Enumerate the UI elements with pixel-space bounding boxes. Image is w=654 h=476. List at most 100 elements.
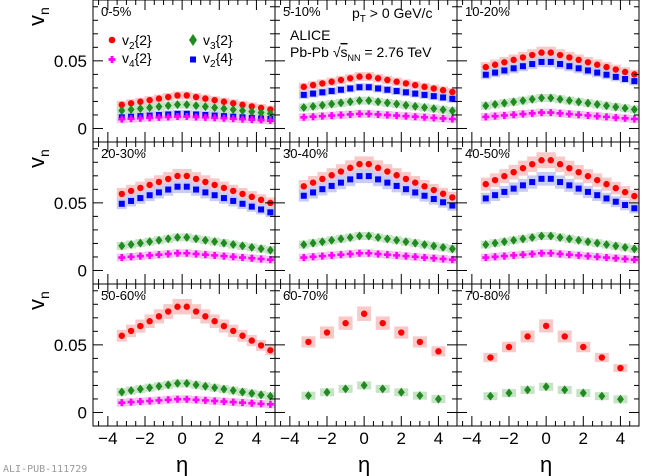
- point-v22: [257, 104, 265, 112]
- point-v42: [621, 255, 629, 263]
- point-v32: [616, 394, 624, 404]
- point-v32: [136, 384, 144, 394]
- point-v42: [383, 251, 391, 259]
- point-v32: [538, 231, 545, 241]
- point-v42: [547, 249, 555, 257]
- x-tick-label: 4: [616, 429, 625, 448]
- point-v42: [229, 253, 237, 261]
- x-tick-label: −4: [280, 429, 299, 448]
- point-v32: [155, 102, 163, 112]
- point-v32: [183, 378, 191, 388]
- point-v22: [491, 176, 499, 184]
- point-v22: [248, 337, 255, 344]
- point-v22: [412, 81, 419, 89]
- point-v22: [183, 303, 190, 310]
- point-v22: [300, 83, 307, 91]
- point-v42: [411, 113, 419, 121]
- point-v32: [300, 102, 308, 112]
- point-v42: [603, 113, 610, 121]
- point-v22: [305, 338, 312, 346]
- point-v22: [566, 54, 573, 61]
- point-v22: [584, 172, 592, 180]
- point-v24: [430, 196, 437, 203]
- point-v24: [128, 197, 135, 204]
- point-v24: [631, 205, 638, 212]
- point-v42: [500, 111, 508, 119]
- point-v42: [183, 249, 191, 257]
- point-v32: [565, 96, 573, 106]
- point-v42: [603, 254, 610, 262]
- point-v32: [486, 391, 494, 401]
- point-v32: [593, 238, 601, 248]
- point-v32: [579, 388, 587, 398]
- point-v42: [575, 111, 583, 119]
- x-tick-label: 0: [177, 429, 186, 448]
- point-v32: [164, 101, 172, 111]
- point-v24: [337, 179, 344, 186]
- point-v24: [440, 199, 447, 206]
- point-v22: [510, 56, 517, 64]
- point-v24: [594, 69, 601, 76]
- point-v24: [421, 192, 428, 199]
- x-tick-label: −4: [98, 429, 117, 448]
- point-v22: [309, 81, 317, 89]
- point-v32: [257, 108, 265, 118]
- point-v42: [337, 251, 345, 259]
- x-tick-label: 2: [579, 429, 588, 448]
- point-v42: [174, 395, 181, 403]
- point-v42: [346, 250, 354, 258]
- point-v24: [393, 182, 400, 189]
- point-v22: [491, 61, 499, 68]
- point-v32: [304, 391, 312, 401]
- point-v32: [593, 99, 601, 109]
- point-v42: [220, 114, 228, 122]
- point-v42: [164, 250, 172, 258]
- x-axis-title: η: [358, 452, 370, 476]
- point-v22: [439, 190, 447, 197]
- point-v22: [603, 63, 610, 71]
- point-v24: [137, 195, 144, 202]
- point-v24: [146, 192, 153, 199]
- point-v42: [393, 112, 401, 120]
- point-v42: [229, 115, 237, 123]
- point-v24: [510, 65, 517, 72]
- point-v22: [202, 178, 209, 186]
- point-v32: [220, 104, 228, 114]
- point-v42: [257, 116, 265, 124]
- point-v22: [356, 160, 363, 168]
- point-v22: [319, 175, 326, 183]
- point-v22: [519, 164, 527, 172]
- point-v32: [146, 383, 154, 393]
- point-v24: [220, 195, 227, 202]
- point-v42: [421, 113, 428, 121]
- point-v32: [346, 97, 354, 107]
- point-v42: [192, 396, 200, 404]
- point-v32: [229, 386, 237, 396]
- point-v32: [491, 238, 499, 248]
- point-v32: [482, 101, 490, 111]
- point-v24: [622, 76, 629, 83]
- point-v42: [229, 398, 237, 406]
- point-v32: [155, 235, 163, 245]
- point-v32: [118, 387, 126, 397]
- point-v32: [356, 231, 363, 241]
- point-v24: [575, 65, 582, 72]
- point-v42: [318, 112, 326, 120]
- point-v22: [211, 318, 218, 325]
- point-v22: [127, 327, 135, 335]
- point-v32: [211, 383, 219, 393]
- point-v42: [500, 252, 508, 260]
- point-v32: [430, 241, 438, 251]
- point-v24: [492, 192, 499, 199]
- point-v24: [118, 200, 125, 207]
- point-v24: [603, 195, 610, 202]
- point-v24: [337, 86, 344, 93]
- point-v22: [421, 83, 428, 91]
- legend-marker-v42: [108, 56, 116, 63]
- point-v42: [439, 114, 447, 122]
- point-v32: [439, 105, 447, 115]
- point-v32: [174, 100, 181, 110]
- point-v32: [174, 378, 181, 388]
- point-v22: [183, 172, 190, 180]
- point-v42: [239, 115, 246, 123]
